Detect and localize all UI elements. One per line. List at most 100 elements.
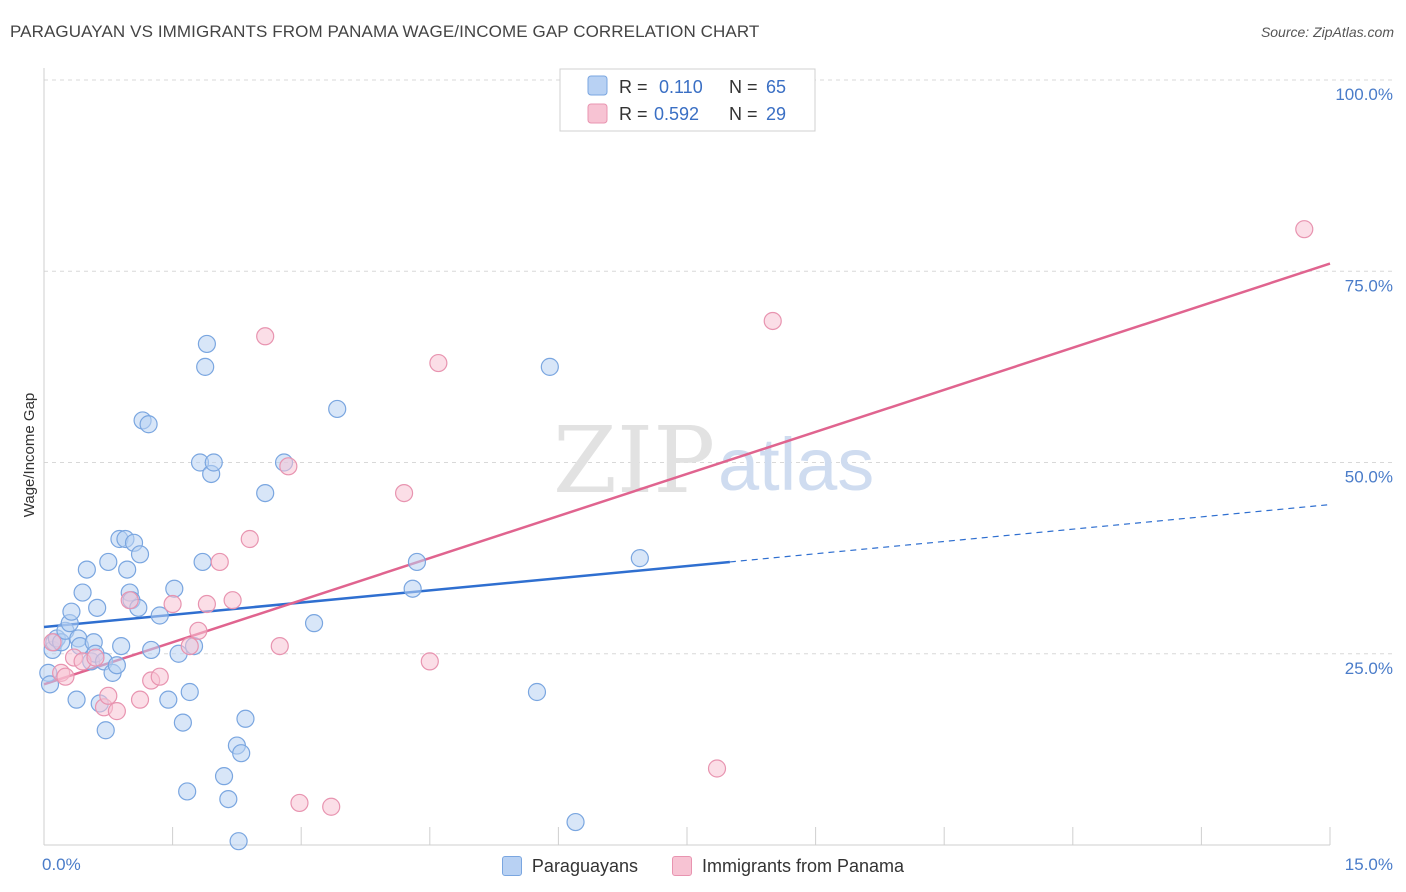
point-panama <box>763 311 782 331</box>
point-paraguayans <box>178 782 197 801</box>
point-panama <box>43 633 62 652</box>
watermark-zip: ZIP <box>553 407 715 514</box>
legend-swatch-blue <box>587 75 608 96</box>
stats-legend: R = 0.110 N = 65 R = 0.592 N = 29 <box>559 68 816 132</box>
point-paraguayans <box>229 832 248 851</box>
point-panama <box>150 667 169 686</box>
legend-n-label-1: N = <box>729 77 758 97</box>
trend-line-panama <box>43 262 1331 686</box>
point-panama <box>322 797 341 816</box>
legend-r-value-1: 0.110 <box>659 77 703 97</box>
legend-swatch-pink <box>587 103 608 124</box>
point-panama <box>240 529 259 549</box>
point-panama <box>429 353 448 373</box>
point-paraguayans <box>193 552 212 572</box>
source-credit: Source: ZipAtlas.com <box>1260 24 1394 40</box>
legend-n-value-1: 65 <box>766 77 786 97</box>
series-legend: Paraguayans Immigrants from Panama <box>0 852 1406 880</box>
y-tick-label: 100.0% <box>1335 85 1393 104</box>
point-paraguayans <box>88 598 107 617</box>
point-panama <box>270 636 289 656</box>
point-panama <box>1295 220 1314 239</box>
point-paraguayans <box>328 399 347 419</box>
point-paraguayans <box>130 545 150 564</box>
y-axis-title: Wage/Income Gap <box>21 393 38 518</box>
point-panama <box>189 621 208 640</box>
point-panama <box>394 484 414 503</box>
point-paraguayans <box>142 640 161 660</box>
point-paraguayans <box>62 602 81 621</box>
watermark: ZIP atlas <box>553 407 874 514</box>
watermark-atlas: atlas <box>718 423 874 506</box>
point-paraguayans <box>219 789 238 809</box>
points-layer <box>39 220 1314 851</box>
point-paraguayans <box>107 656 126 675</box>
legend-item-paraguayans: Paraguayans <box>501 855 638 877</box>
point-panama <box>56 667 75 686</box>
legend-swatch-panama <box>672 856 692 876</box>
point-paraguayans <box>527 682 547 702</box>
point-paraguayans <box>214 767 234 786</box>
point-panama <box>210 552 229 572</box>
x-tick-label-max: 15.0% <box>1345 855 1393 874</box>
trend-line-paraguayans-extension <box>729 503 1331 563</box>
point-panama <box>256 327 275 346</box>
point-panama <box>163 594 182 614</box>
x-tick-label-min: 0.0% <box>42 855 81 874</box>
axis-layer: 25.0% 50.0% 75.0% 100.0% 0.0% 15.0% <box>42 68 1393 874</box>
point-paraguayans <box>403 579 422 598</box>
point-panama <box>86 648 105 667</box>
point-paraguayans <box>139 415 158 434</box>
point-paraguayans <box>150 606 169 625</box>
point-paraguayans <box>232 744 251 763</box>
point-panama <box>107 702 126 721</box>
point-paraguayans <box>304 614 324 633</box>
point-panama <box>180 636 199 656</box>
point-paraguayans <box>118 560 137 579</box>
point-panama <box>420 652 439 671</box>
y-tick-label: 75.0% <box>1345 276 1393 295</box>
legend-label-paraguayans: Paraguayans <box>531 855 638 876</box>
legend-swatch-paraguayans <box>501 856 522 876</box>
point-panama <box>130 690 150 709</box>
legend-r-label-1: R = <box>619 77 648 97</box>
point-paraguayans <box>159 690 178 709</box>
point-paraguayans <box>112 636 131 656</box>
point-paraguayans <box>99 552 118 572</box>
y-tick-label: 50.0% <box>1345 468 1393 487</box>
point-paraguayans <box>67 690 86 709</box>
point-paraguayans <box>197 334 216 354</box>
point-paraguayans <box>73 583 92 602</box>
legend-n-label-2: N = <box>729 104 758 124</box>
point-panama <box>707 759 727 778</box>
point-paraguayans <box>566 812 585 832</box>
point-paraguayans <box>40 675 60 694</box>
point-paraguayans <box>180 682 199 702</box>
point-paraguayans <box>165 579 184 598</box>
legend-r-value-2: 0.592 <box>654 104 699 124</box>
point-panama <box>290 793 309 813</box>
point-paraguayans <box>204 453 223 472</box>
point-paraguayans <box>407 552 427 572</box>
point-panama <box>120 591 139 610</box>
point-paraguayans <box>96 721 115 740</box>
point-paraguayans <box>77 560 96 579</box>
legend-n-value-2: 29 <box>766 104 786 124</box>
point-paraguayans <box>540 357 559 376</box>
point-panama <box>99 686 118 705</box>
point-panama <box>223 591 242 610</box>
point-panama <box>197 594 216 614</box>
legend-item-panama: Immigrants from Panama <box>672 856 904 877</box>
y-tick-label: 25.0% <box>1345 659 1393 678</box>
chart-title: PARAGUAYAN VS IMMIGRANTS FROM PANAMA WAG… <box>10 22 760 41</box>
trend-layer <box>43 262 1331 686</box>
point-paraguayans <box>256 484 275 503</box>
point-paraguayans <box>196 357 215 376</box>
point-paraguayans <box>630 549 649 568</box>
grid-layer <box>44 79 1392 655</box>
point-panama <box>279 457 298 476</box>
legend-label-panama: Immigrants from Panama <box>702 855 905 876</box>
point-paraguayans <box>173 713 192 732</box>
point-paraguayans <box>236 709 255 728</box>
